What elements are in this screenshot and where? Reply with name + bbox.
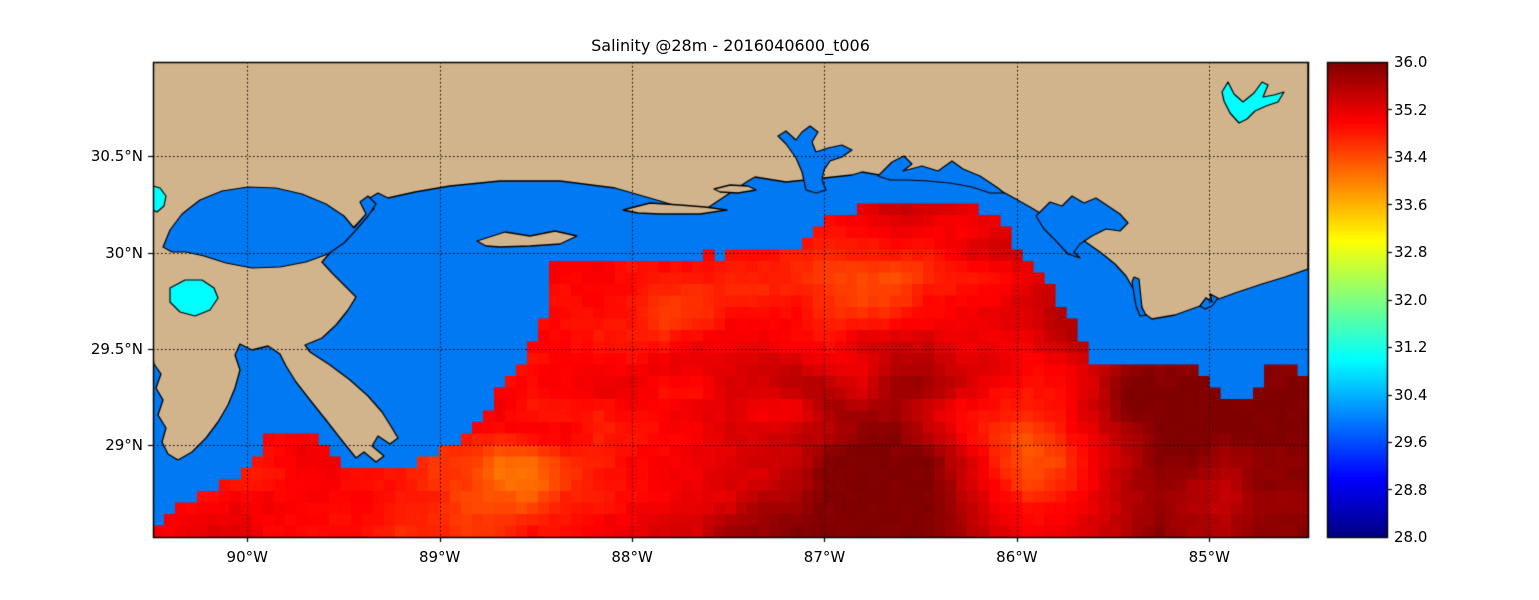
colorbar-tick-label: 31.2 <box>1394 338 1428 356</box>
x-tick-label: 90°W <box>226 548 268 566</box>
y-tick-label: 29.5°N <box>90 340 143 359</box>
colorbar-tick-label: 30.4 <box>1394 385 1428 404</box>
colorbar-tick-label: 34.4 <box>1394 148 1428 166</box>
colorbar-tick-label: 36.0 <box>1394 53 1428 71</box>
x-tick-label: 88°W <box>611 548 653 566</box>
x-tick-label: 89°W <box>418 548 461 566</box>
colorbar-tick-label: 35.2 <box>1394 100 1428 119</box>
x-tick-label: 87°W <box>803 548 846 566</box>
colorbar-tick-label: 29.6 <box>1394 433 1428 451</box>
y-tick-label: 30.5°N <box>90 147 143 166</box>
y-tick-label: 30°N <box>105 243 143 262</box>
x-tick-label: 85°W <box>1188 548 1231 566</box>
plot-title: Salinity @28m - 2016040600_t006 <box>591 36 870 55</box>
y-tick-label: 29°N <box>105 436 143 455</box>
x-tick-label: 86°W <box>996 548 1038 566</box>
colorbar-tick-label: 33.6 <box>1394 195 1428 214</box>
colorbar-tick-label: 28.8 <box>1394 480 1428 499</box>
colorbar-tick-label: 28.0 <box>1394 528 1428 546</box>
colorbar-tick-label: 32.0 <box>1394 290 1428 309</box>
colorbar-tick-label: 32.8 <box>1394 243 1428 261</box>
